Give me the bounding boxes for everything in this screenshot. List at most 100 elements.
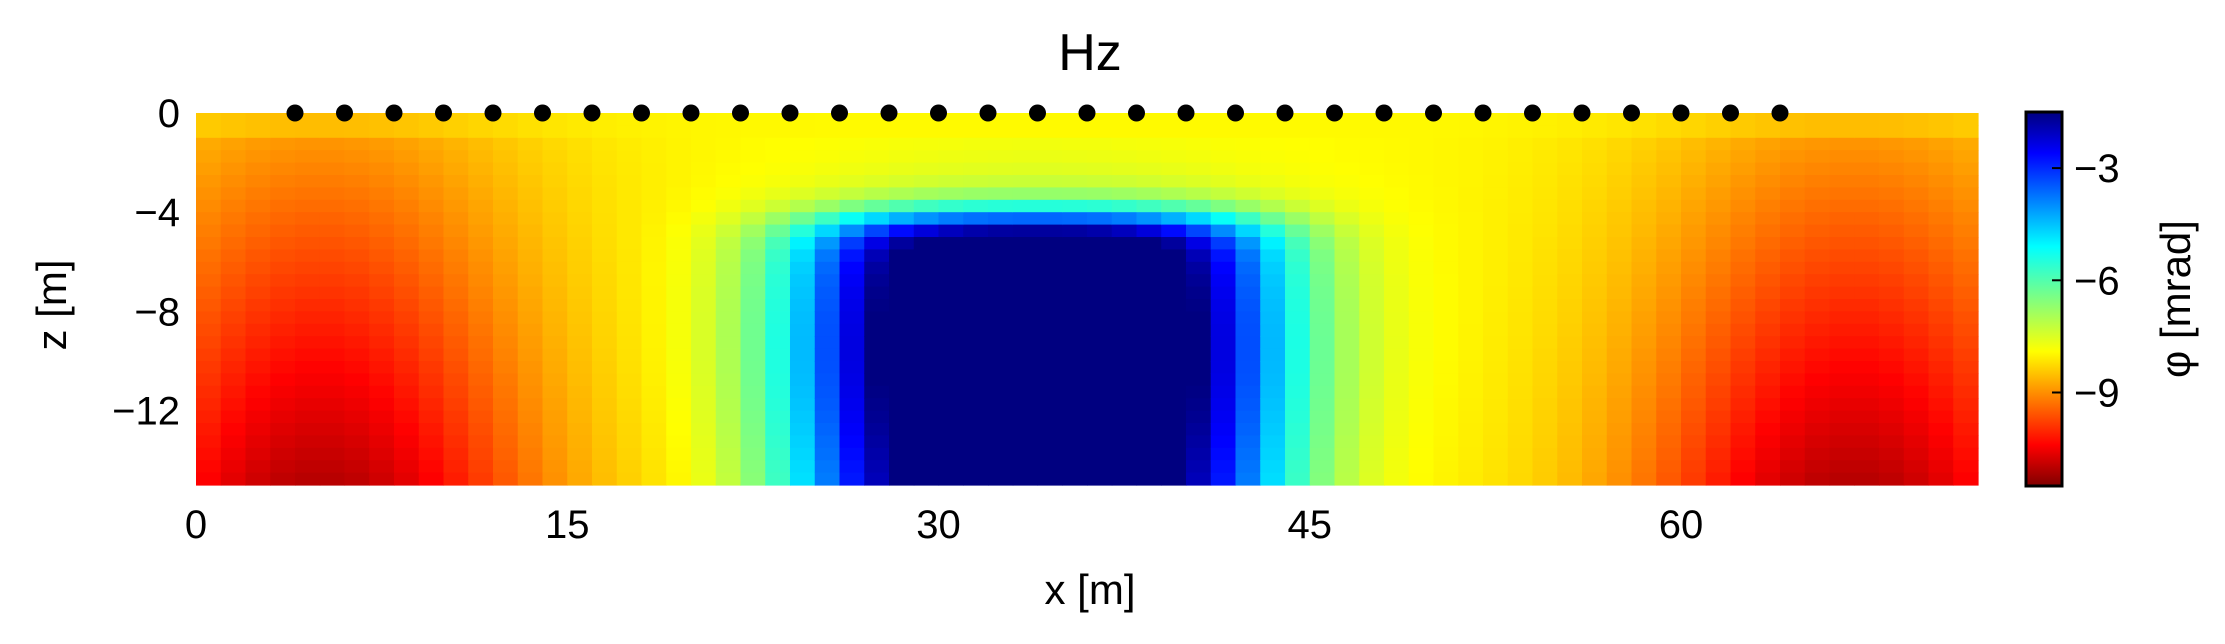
heatmap-cell xyxy=(1359,137,1385,151)
heatmap-cell xyxy=(1854,150,1880,164)
heatmap-cell xyxy=(1260,311,1286,325)
heatmap-cell xyxy=(1235,212,1261,226)
heatmap-cell xyxy=(493,373,519,387)
heatmap-cell xyxy=(616,286,643,300)
heatmap-cell xyxy=(1829,311,1855,325)
heatmap-cell xyxy=(666,373,692,387)
heatmap-cell xyxy=(1507,249,1534,263)
heatmap-cell xyxy=(196,212,222,226)
heatmap-cell xyxy=(369,162,395,176)
heatmap-cell xyxy=(1483,460,1509,474)
heatmap-cell xyxy=(1334,199,1360,213)
heatmap-cell xyxy=(1210,398,1237,412)
heatmap-cell xyxy=(344,299,370,312)
heatmap-cell xyxy=(468,162,494,176)
heatmap-cell xyxy=(691,125,717,139)
heatmap-cell xyxy=(394,237,420,250)
heatmap-cell xyxy=(1012,398,1039,412)
heatmap-cell xyxy=(344,274,370,288)
heatmap-cell xyxy=(1953,410,1979,424)
electrode-point xyxy=(336,104,353,122)
heatmap-cell xyxy=(641,249,667,263)
heatmap-cell xyxy=(641,348,667,362)
heatmap-cell xyxy=(1631,447,1657,461)
heatmap-cell xyxy=(1334,150,1360,164)
heatmap-cell xyxy=(1136,187,1162,201)
heatmap-cell xyxy=(1928,423,1954,436)
heatmap-cell xyxy=(913,398,940,412)
heatmap-cell xyxy=(1235,361,1261,374)
heatmap-cell xyxy=(1705,212,1732,226)
heatmap-cell xyxy=(394,249,420,263)
heatmap-cell xyxy=(1483,125,1509,139)
heatmap-cell xyxy=(344,435,370,449)
heatmap-cell xyxy=(790,348,816,362)
heatmap-cell xyxy=(493,311,519,325)
heatmap-cell xyxy=(1037,175,1063,188)
heatmap-cell xyxy=(1334,373,1360,387)
heatmap-cell xyxy=(1780,137,1806,151)
heatmap-cell xyxy=(245,323,271,337)
heatmap-cell xyxy=(1557,274,1583,288)
heatmap-cell xyxy=(592,423,618,436)
heatmap-cell xyxy=(814,137,841,151)
heatmap-cell xyxy=(1681,162,1707,176)
heatmap-cell xyxy=(1334,472,1360,486)
heatmap-cell xyxy=(1483,199,1509,213)
heatmap-cell xyxy=(1656,447,1682,461)
heatmap-cell xyxy=(1408,286,1435,300)
heatmap-cell xyxy=(1408,212,1435,226)
heatmap-cell xyxy=(814,361,841,374)
heatmap-cell xyxy=(963,311,989,325)
heatmap-cell xyxy=(1210,323,1237,337)
heatmap-cell xyxy=(1285,187,1311,201)
heatmap-cell xyxy=(1384,423,1410,436)
heatmap-cell xyxy=(1532,373,1558,387)
heatmap-cell xyxy=(245,435,271,449)
heatmap-cell xyxy=(517,162,544,176)
heatmap-cell xyxy=(1631,249,1657,263)
heatmap-cell xyxy=(567,472,593,486)
heatmap-cell xyxy=(418,385,445,399)
heatmap-cell xyxy=(1037,199,1063,213)
heatmap-cell xyxy=(1458,261,1484,275)
heatmap-cell xyxy=(839,336,865,350)
heatmap-cell xyxy=(1854,187,1880,201)
heatmap-cell xyxy=(1532,162,1558,176)
heatmap-cell xyxy=(641,199,667,213)
heatmap-cell xyxy=(715,311,742,325)
heatmap-cell xyxy=(790,199,816,213)
heatmap-cell xyxy=(1433,125,1459,139)
heatmap-cell xyxy=(1730,286,1756,300)
heatmap-cell xyxy=(938,175,964,188)
heatmap-cell xyxy=(567,274,593,288)
heatmap-cell xyxy=(1681,435,1707,449)
heatmap-cell xyxy=(1755,199,1781,213)
heatmap-cell xyxy=(394,311,420,325)
heatmap-cell xyxy=(1384,323,1410,337)
heatmap-cell xyxy=(1780,435,1806,449)
heatmap-cell xyxy=(1804,249,1831,263)
heatmap-cell xyxy=(319,410,346,424)
heatmap-cell xyxy=(1260,423,1286,436)
heatmap-cell xyxy=(1928,460,1954,474)
heatmap-cell xyxy=(1260,299,1286,312)
heatmap-cell xyxy=(666,150,692,164)
heatmap-cell xyxy=(938,398,964,412)
heatmap-cell xyxy=(1705,373,1732,387)
heatmap-cell xyxy=(889,212,915,226)
x-axis-ticks: 0 15 30 45 60 xyxy=(185,503,1703,547)
heatmap-cell xyxy=(443,373,469,387)
heatmap-cell xyxy=(1656,199,1682,213)
electrode-point xyxy=(435,104,452,122)
heatmap-cell xyxy=(468,249,494,263)
heatmap-cell xyxy=(493,398,519,412)
heatmap-cell xyxy=(1136,435,1162,449)
heatmap-cell xyxy=(641,187,667,201)
heatmap-cell xyxy=(1953,224,1979,238)
heatmap-cell xyxy=(1755,286,1781,300)
heatmap-cell xyxy=(790,336,816,350)
heatmap-cell xyxy=(1755,373,1781,387)
heatmap-cell xyxy=(1507,435,1534,449)
heatmap-cell xyxy=(1730,249,1756,263)
